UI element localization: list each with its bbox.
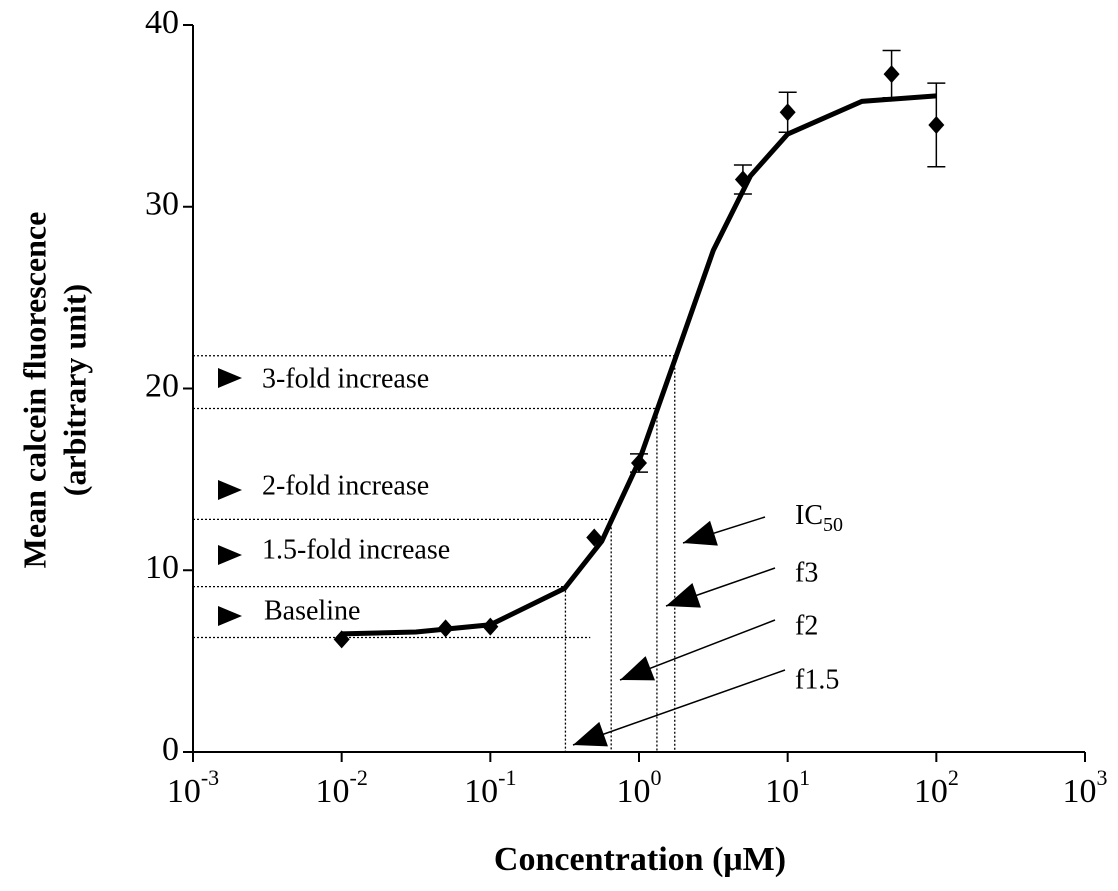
annotation-text: IC: [795, 500, 823, 531]
data-point: [437, 619, 454, 638]
x-tick-base: 10: [316, 773, 350, 810]
y-tick-label: 30: [145, 186, 179, 223]
x-tick-exponent: 0: [651, 765, 662, 790]
x-tick-base: 10: [167, 773, 201, 810]
x-tick-base: 10: [464, 773, 498, 810]
fit-curve: [341, 93, 937, 637]
x-tick-label: 10-3: [167, 765, 219, 810]
arrow: [665, 567, 776, 608]
x-tick-exponent: -1: [498, 765, 516, 790]
x-axis-label: Concentration (μM): [494, 841, 786, 878]
annotation: f2: [795, 610, 818, 641]
arrow: [682, 516, 766, 546]
x-tick-exponent: -3: [201, 765, 219, 790]
x-tick-base: 10: [914, 773, 948, 810]
x-tick-base: 10: [765, 773, 799, 810]
x-tick-label: 103: [1063, 765, 1108, 810]
annotation: 3-fold increase: [262, 363, 429, 394]
annotation-subscript: 50: [823, 514, 843, 536]
data-point: [586, 528, 603, 547]
annotation: Baseline: [264, 595, 360, 626]
annotation: 2-fold increase: [262, 470, 429, 501]
x-tick-label: 10-1: [464, 765, 516, 810]
data-point: [333, 630, 350, 649]
x-tick-base: 10: [617, 773, 651, 810]
x-tick-exponent: 2: [948, 765, 959, 790]
y-axis-label-line: Mean calcein fluorescence: [16, 212, 52, 569]
data-point: [883, 65, 900, 84]
arrow: [619, 619, 776, 681]
data-point: [734, 170, 751, 189]
x-tick-exponent: 3: [1097, 765, 1108, 790]
x-tick-label: 10-2: [316, 765, 368, 810]
x-tick-label: 102: [914, 765, 959, 810]
y-axis-label: Mean calcein fluorescence (arbitrary uni…: [16, 212, 92, 569]
data-point: [928, 115, 945, 134]
y-axis-label-line: (arbitrary unit): [56, 284, 92, 496]
annotation: 1.5-fold increase: [262, 534, 450, 565]
annotation: f1.5: [795, 664, 839, 695]
x-tick-exponent: 1: [799, 765, 810, 790]
y-tick-label: 20: [145, 367, 179, 404]
data-point: [482, 617, 499, 636]
arrow: [572, 669, 786, 747]
x-tick-label: 100: [617, 765, 662, 810]
x-tick-label: 101: [765, 765, 810, 810]
data-point: [779, 103, 796, 122]
y-tick-label: 10: [145, 549, 179, 586]
pointer-triangles: [218, 368, 242, 626]
x-tick-exponent: -2: [350, 765, 368, 790]
left-annotations: Baseline 1.5-fold increase 2-fold increa…: [218, 363, 450, 626]
y-tick-label: 0: [162, 731, 179, 768]
annotation: f3: [795, 557, 818, 588]
right-annotations: IC50 f3 f2 f1.5: [572, 500, 843, 747]
x-tick-base: 10: [1063, 773, 1097, 810]
annotation: IC50: [795, 500, 843, 535]
data-point: [631, 454, 647, 473]
y-tick-label: 40: [145, 4, 179, 41]
